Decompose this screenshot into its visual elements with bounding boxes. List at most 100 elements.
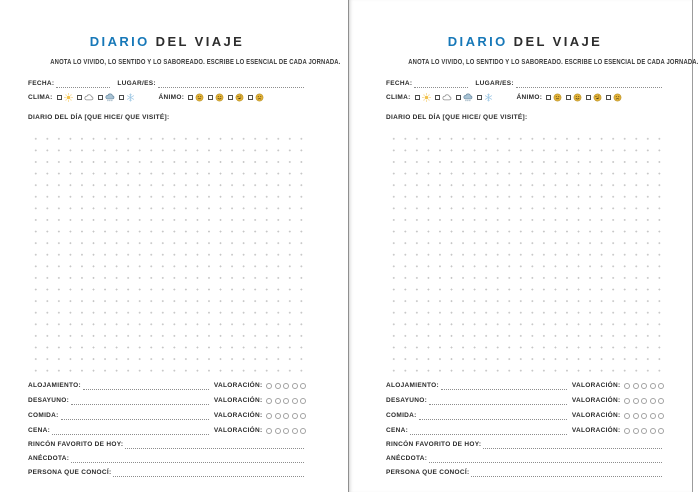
rating-circle — [624, 398, 630, 404]
diary-section-label: DIARIO DEL DÍA [QUE HICE/ QUE VISITÉ]: — [386, 114, 664, 122]
valoracion-label: VALORACIÓN: — [213, 412, 263, 419]
clima-option-sun — [414, 93, 431, 102]
alojamiento-dotted-line — [82, 384, 209, 390]
rain-cloud-checkbox — [97, 95, 103, 100]
rating-circle — [274, 383, 281, 389]
laughing-face-icon — [235, 93, 244, 102]
fecha-dotted-line — [414, 82, 469, 88]
page-subtitle: ANOTA LO VIVIDO, LO SENTIDO Y LO SABOREA… — [408, 59, 699, 66]
rating-circles — [264, 412, 306, 420]
rating-circle — [274, 413, 281, 419]
clima-animo-row: CLIMA: — [28, 93, 306, 102]
rating-row-cena: CENA: VALORACIÓN: — [28, 427, 306, 435]
rating-circle — [658, 428, 664, 434]
rating-circle — [624, 413, 630, 419]
rating-row-cena: CENA: VALORACIÓN: — [386, 427, 664, 435]
rating-circle — [649, 428, 656, 434]
rain-cloud-icon — [463, 93, 473, 102]
rating-circle — [300, 383, 306, 389]
rating-circle — [291, 398, 298, 404]
animo-label: ÁNIMO: — [158, 93, 185, 101]
rating-circle — [649, 383, 656, 389]
rating-circle — [283, 428, 289, 434]
page-title-secondary: DEL VIAJE — [149, 34, 245, 49]
rating-circle — [624, 383, 630, 389]
line-row-anecdota: ANÉCDOTA: — [386, 455, 664, 463]
smiling-face-icon — [215, 93, 224, 102]
rincon-favorito-label: RINCÓN FAVORITO DE HOY: — [28, 441, 124, 448]
cloud-icon — [442, 93, 452, 102]
line-row-anecdota: ANÉCDOTA: — [28, 455, 306, 463]
animo-label: ÁNIMO: — [516, 93, 543, 101]
snowflake-icon — [484, 93, 493, 102]
rating-circle — [300, 428, 306, 434]
page-content: DIARIO DEL VIAJE ANOTA LO VIVIDO, LO SEN… — [28, 0, 341, 477]
rating-circle — [624, 428, 630, 434]
rain-cloud-icon — [105, 93, 115, 102]
page-title-primary: DIARIO — [89, 34, 150, 49]
rating-circle — [283, 398, 289, 404]
line-row-rincon-favorito: RINCÓN FAVORITO DE HOY: — [386, 441, 664, 449]
rating-circle — [632, 428, 639, 434]
animo-group: ÁNIMO: — [159, 93, 265, 102]
cloud-checkbox — [434, 95, 440, 100]
animo-group: ÁNIMO: — [517, 93, 623, 102]
animo-option-sad — [606, 93, 622, 102]
diary-label-text: DIARIO DEL DÍA [QUE HICE/ QUE VISITÉ]: — [28, 114, 170, 121]
rating-circles — [622, 427, 664, 435]
clima-option-snow — [118, 93, 135, 102]
sun-icon — [63, 93, 73, 102]
sun-checkbox — [56, 95, 62, 100]
rating-circle — [649, 413, 656, 419]
valoracion-label: VALORACIÓN: — [571, 412, 621, 419]
rating-row-comida: COMIDA: VALORACIÓN: — [28, 412, 306, 420]
clima-option-sun — [56, 93, 73, 102]
rating-circles — [264, 397, 306, 405]
line-row-rincon-favorito: RINCÓN FAVORITO DE HOY: — [28, 441, 306, 449]
rating-circle — [274, 428, 281, 434]
rating-circle — [641, 383, 647, 389]
rating-circles — [622, 412, 664, 420]
persona-label: PERSONA QUE CONOCÍ: — [386, 469, 470, 476]
lugar-dotted-line — [515, 82, 662, 88]
rating-circle — [300, 413, 306, 419]
laughing-face-checkbox — [228, 95, 234, 100]
sun-checkbox — [414, 95, 420, 100]
animo-option-laugh — [586, 93, 602, 102]
rating-circle — [266, 428, 272, 434]
desayuno-label: DESAYUNO: — [386, 397, 428, 404]
rain-cloud-checkbox — [455, 95, 461, 100]
clima-option-snow — [476, 93, 493, 102]
page-title: DIARIO DEL VIAJE — [386, 34, 664, 49]
clima-option-cloud — [76, 93, 94, 102]
alojamiento-label: ALOJAMIENTO: — [386, 382, 439, 389]
fecha-lugar-row: FECHA: LUGAR/ES: — [28, 80, 306, 88]
anecdota-label: ANÉCDOTA: — [386, 455, 428, 462]
animo-option-smile — [566, 93, 582, 102]
clima-option-rain — [97, 93, 115, 102]
page-subtitle: ANOTA LO VIVIDO, LO SENTIDO Y LO SABOREA… — [50, 59, 341, 66]
cloud-checkbox — [76, 95, 82, 100]
rating-circles — [264, 382, 306, 390]
rating-circle — [291, 383, 298, 389]
rating-circle — [632, 383, 639, 389]
animo-option-smile — [208, 93, 224, 102]
rating-row-alojamiento: ALOJAMIENTO: VALORACIÓN: — [386, 382, 664, 390]
valoracion-label: VALORACIÓN: — [213, 397, 263, 404]
animo-option-neutral — [546, 93, 562, 102]
dot-grid-writing-area — [28, 129, 306, 372]
rating-circle — [658, 383, 664, 389]
page-content: DIARIO DEL VIAJE ANOTA LO VIVIDO, LO SEN… — [386, 0, 699, 477]
rating-row-alojamiento: ALOJAMIENTO: VALORACIÓN: — [28, 382, 306, 390]
rating-circle — [266, 413, 272, 419]
clima-label: CLIMA: — [386, 93, 411, 101]
line-row-persona: PERSONA QUE CONOCÍ: — [386, 469, 664, 477]
rincon-favorito-label: RINCÓN FAVORITO DE HOY: — [386, 441, 482, 448]
page-title: DIARIO DEL VIAJE — [28, 34, 306, 49]
lugar-label: LUGAR/ES: — [475, 80, 514, 87]
cena-label: CENA: — [386, 427, 409, 434]
rating-circle — [283, 413, 289, 419]
rating-circle — [266, 383, 272, 389]
sad-face-checkbox — [248, 95, 254, 100]
animo-option-sad — [248, 93, 264, 102]
